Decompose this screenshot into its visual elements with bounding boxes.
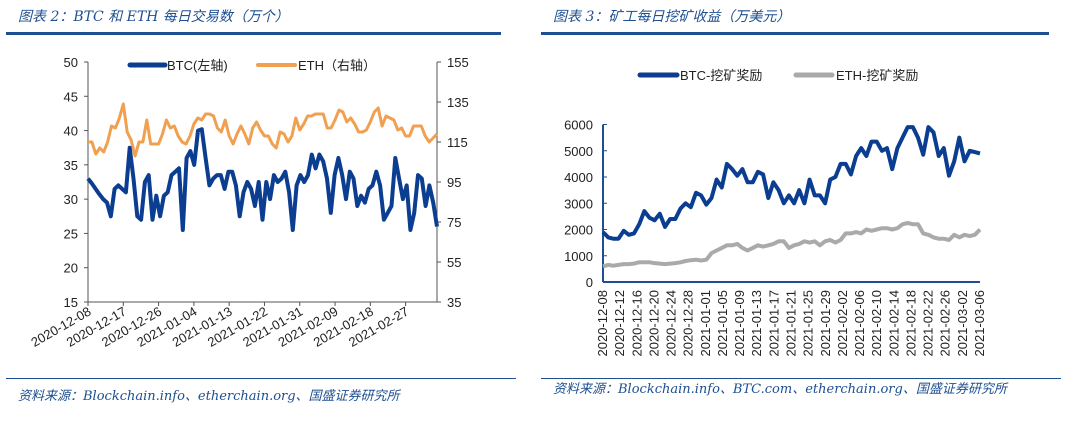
y-left-tick-label: 15 — [64, 295, 78, 310]
btc-reward-line — [601, 125, 981, 241]
eth-reward-line — [602, 220, 982, 269]
y-tick-label: 5000 — [564, 144, 593, 159]
x-tick-label: 2021-02-10 — [869, 290, 884, 357]
y-left-tick-label: 20 — [64, 261, 78, 276]
y-left-tick-label: 50 — [64, 55, 78, 70]
right-title-rule — [541, 32, 1049, 35]
y-left-tick-label: 25 — [64, 226, 78, 241]
x-tick-label: 2021-02-26 — [938, 290, 953, 357]
y-right-tick-label: 55 — [447, 255, 461, 270]
y-right-tick-label: 115 — [447, 135, 468, 150]
y-right-tick-label: 95 — [447, 175, 461, 190]
x-tick-label: 2021-02-14 — [886, 290, 901, 357]
legend-btc-label: BTC(左轴) — [167, 58, 228, 73]
x-tick-label: 2021-03-06 — [972, 290, 987, 357]
btc-line — [86, 127, 439, 232]
right-source: 资料来源：Blockchain.info、BTC.com、etherchain.… — [553, 382, 1007, 397]
y-tick-label: 1000 — [564, 249, 593, 264]
x-tick-label: 2020-12-20 — [646, 290, 661, 357]
x-tick-label: 2020-12-16 — [629, 290, 644, 357]
x-tick-label: 2021-01-25 — [801, 290, 816, 357]
right-chart-title: 图表 3：矿工每日挖矿收益（万美元） — [553, 9, 791, 25]
x-tick-label: 2021-02-18 — [903, 290, 918, 357]
y-right-tick-label: 75 — [447, 215, 461, 230]
left-chart-title: 图表 2：BTC 和 ETH 每日交易数（万个） — [18, 9, 289, 25]
y-left-tick-label: 40 — [64, 124, 78, 139]
y-right-tick-label: 135 — [447, 95, 469, 110]
x-tick-label: 2020-12-12 — [612, 290, 627, 357]
right-source-rule — [541, 378, 1061, 379]
left-title-rule — [6, 32, 501, 35]
legend-btc-label: BTC-挖矿奖励 — [680, 68, 762, 83]
x-tick-label: 2021-02-02 — [835, 290, 850, 357]
y-tick-label: 2000 — [564, 223, 593, 238]
x-tick-label: 2021-01-29 — [818, 290, 833, 357]
x-tick-label: 2021-01-09 — [732, 290, 747, 357]
y-left-tick-label: 35 — [64, 158, 78, 173]
x-tick-label: 2020-12-24 — [664, 290, 679, 357]
x-tick-label: 2021-01-21 — [784, 290, 799, 357]
y-right-tick-label: 155 — [447, 55, 469, 70]
legend-eth-label: ETH-挖矿奖励 — [836, 68, 918, 83]
x-tick-label: 2021-01-01 — [698, 290, 713, 357]
y-tick-label: 0 — [586, 275, 593, 290]
left-source: 资料来源：Blockchain.info、etherchain.org、国盛证券… — [18, 389, 400, 404]
x-tick-label: 2021-01-05 — [715, 290, 730, 357]
x-tick-label: 2021-01-13 — [749, 290, 764, 357]
x-tick-label: 2021-03-02 — [955, 290, 970, 357]
y-tick-label: 3000 — [564, 196, 593, 211]
y-right-tick-label: 35 — [447, 295, 461, 310]
eth-line — [88, 102, 439, 158]
x-tick-label: 2021-02-22 — [921, 290, 936, 357]
x-tick-label: 2021-02-06 — [852, 290, 867, 357]
x-tick-label: 2020-12-08 — [595, 290, 610, 357]
legend-eth-label: ETH（右轴） — [298, 58, 376, 73]
y-left-tick-label: 45 — [64, 89, 78, 104]
y-tick-label: 4000 — [564, 170, 593, 185]
left-source-rule — [6, 378, 516, 379]
x-tick-label: 2020-12-28 — [681, 290, 696, 357]
x-tick-label: 2021-01-17 — [766, 290, 781, 357]
y-left-tick-label: 30 — [64, 192, 78, 207]
y-tick-label: 6000 — [564, 118, 593, 133]
